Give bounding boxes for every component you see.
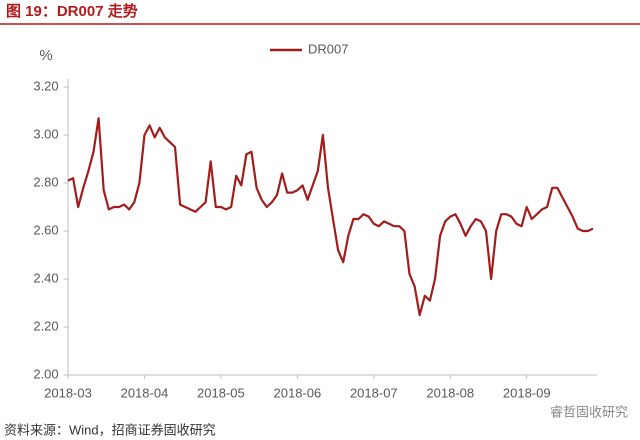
- y-tick-label: 3.00: [33, 126, 58, 141]
- x-tick-label: 2018-05: [197, 385, 245, 400]
- x-tick-label: 2018-09: [503, 385, 551, 400]
- x-tick-label: 2018-06: [274, 385, 322, 400]
- x-tick-label: 2018-03: [44, 385, 92, 400]
- chart-title: 图 19：DR007 走势: [6, 2, 138, 20]
- x-tick-label: 2018-07: [350, 385, 398, 400]
- y-tick-label: 2.20: [33, 318, 58, 333]
- x-tick-label: 2018-04: [121, 385, 169, 400]
- x-tick-label: 2018-08: [426, 385, 474, 400]
- y-axis-label: %: [39, 47, 52, 64]
- y-tick-label: 2.60: [33, 222, 58, 237]
- watermark: 睿哲固收研究: [550, 404, 628, 419]
- data-line: [67, 117, 594, 317]
- y-tick-label: 2.80: [33, 174, 58, 189]
- y-tick-label: 3.20: [33, 78, 58, 93]
- legend-label: DR007: [308, 41, 348, 56]
- source-note: 资料来源：Wind，招商证券固收研究: [4, 422, 216, 437]
- y-tick-label: 2.40: [33, 270, 58, 285]
- y-tick-label: 2.00: [33, 366, 58, 381]
